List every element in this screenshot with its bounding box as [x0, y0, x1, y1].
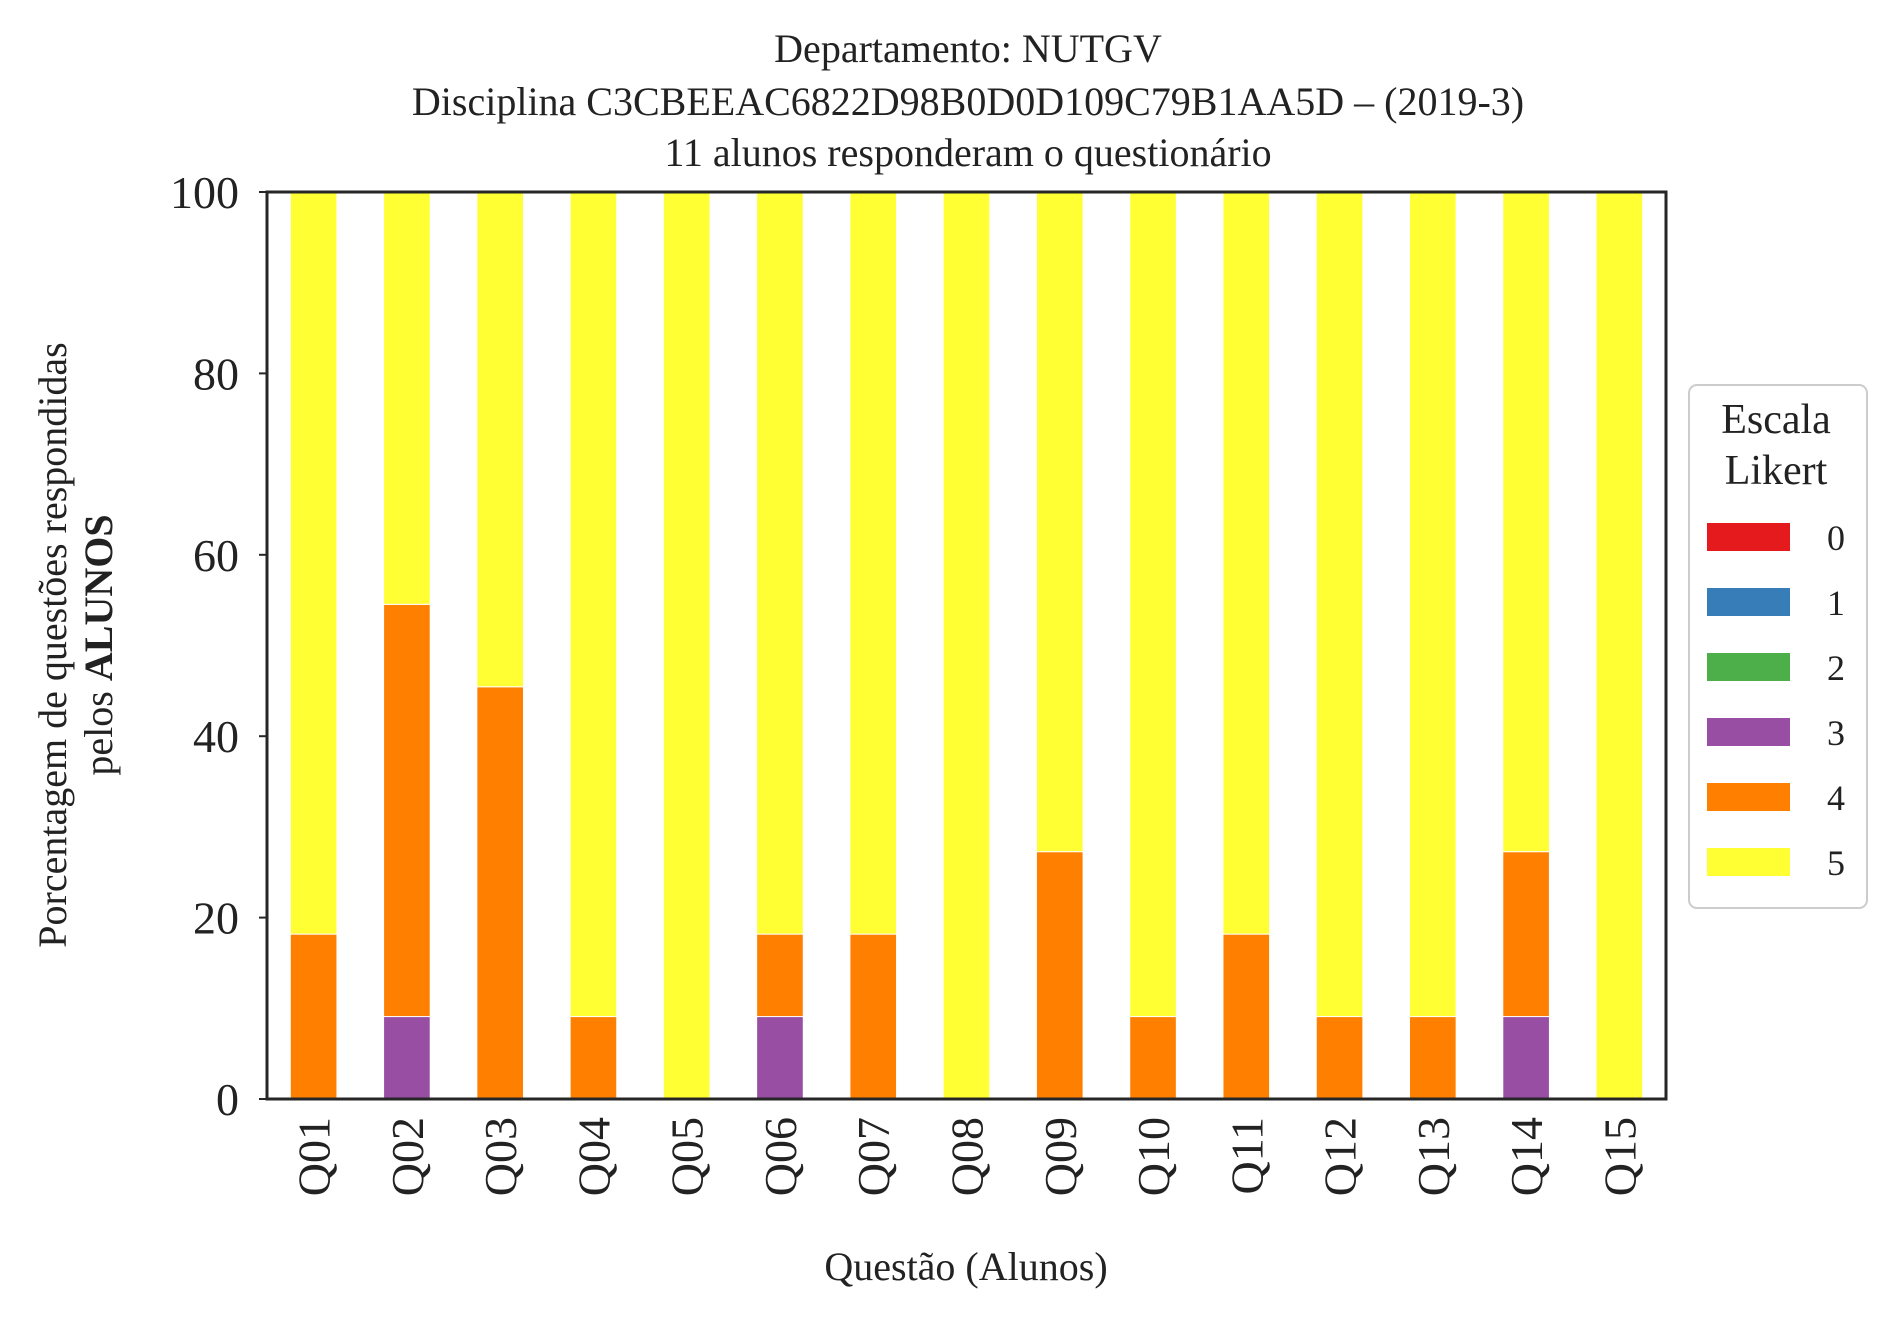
bar-segment-q15-likert-5 — [1595, 191, 1644, 1100]
legend-label-1: 1 — [1827, 583, 1845, 623]
x-tick-label: Q12 — [1315, 1117, 1366, 1196]
bar-segment-q13-likert-5 — [1409, 191, 1457, 1018]
x-tick-label: Q09 — [1035, 1117, 1086, 1196]
legend-label-5: 5 — [1827, 843, 1845, 883]
bars-group — [289, 191, 1644, 1100]
y-axis-label: Porcentagem de questões respondidas pelo… — [30, 342, 121, 947]
title-line-1: Departamento: NUTGV — [774, 26, 1162, 71]
y-tick-label: 100 — [170, 167, 239, 218]
bar-segment-q03-likert-5 — [476, 191, 524, 688]
x-tick-label: Q04 — [568, 1117, 619, 1196]
bar-segment-q05-likert-5 — [662, 191, 711, 1100]
legend-swatch-1 — [1707, 588, 1790, 616]
x-tick-label: Q05 — [662, 1117, 713, 1196]
x-tick-label: Q06 — [755, 1117, 806, 1196]
x-tick-label: Q01 — [289, 1117, 340, 1196]
x-tick-label: Q10 — [1128, 1117, 1179, 1196]
x-tick-label: Q03 — [475, 1117, 526, 1196]
legend: Escala Likert 0 1 2 3 4 5 — [1688, 384, 1868, 909]
legend-title-line-1: Escala — [1721, 397, 1831, 443]
legend-swatch-3 — [1707, 718, 1790, 746]
x-tick-label: Q11 — [1221, 1117, 1272, 1195]
bar-segment-q07-likert-5 — [849, 191, 898, 935]
bar-segment-q14-likert-5 — [1502, 191, 1550, 853]
legend-label-0: 0 — [1827, 518, 1845, 558]
bar-segment-q11-likert-4 — [1222, 933, 1271, 1100]
x-axis-ticks: Q01 Q02 Q03 Q04 Q05 Q06 Q07 Q08 Q09 Q10 Q11 Q12 Q13 Q… — [289, 1117, 1646, 1196]
bar-segment-q04-likert-4 — [569, 1016, 618, 1100]
title-line-3: 11 alunos responderam o questionário — [664, 130, 1271, 175]
legend-label-3: 3 — [1827, 713, 1845, 753]
title-line-2: Disciplina C3CBEEAC6822D98B0D0D109C79B1A… — [412, 79, 1524, 124]
bar-segment-q14-likert-3 — [1502, 1016, 1550, 1100]
y-axis-label-line-1: Porcentagem de questões respondidas — [30, 342, 75, 947]
bar-segment-q06-likert-3 — [756, 1016, 804, 1100]
y-tick-label: 80 — [193, 348, 239, 399]
bar-segment-q02-likert-4 — [383, 603, 431, 1018]
bar-segment-q01-likert-4 — [289, 933, 338, 1100]
y-tick-label: 20 — [193, 893, 239, 944]
bar-segment-q08-likert-5 — [942, 191, 991, 1100]
bar-segment-q11-likert-5 — [1222, 191, 1271, 935]
legend-label-2: 2 — [1827, 648, 1845, 688]
y-tick-label: 60 — [193, 530, 239, 581]
bar-segment-q06-likert-5 — [756, 191, 804, 935]
x-tick-label: Q07 — [848, 1117, 899, 1196]
x-tick-label: Q14 — [1501, 1117, 1552, 1196]
legend-label-4: 4 — [1827, 778, 1845, 818]
bar-segment-q09-likert-5 — [1035, 191, 1084, 853]
x-axis-label: Questão (Alunos) — [824, 1244, 1107, 1289]
y-tick-label: 0 — [216, 1074, 239, 1125]
y-axis-ticks: 0 20 40 60 80 100 — [170, 167, 267, 1125]
bar-segment-q10-likert-5 — [1129, 191, 1177, 1018]
bar-segment-q06-likert-4 — [756, 933, 804, 1018]
legend-frame — [1688, 384, 1868, 909]
x-tick-label: Q15 — [1594, 1117, 1645, 1196]
bar-segment-q12-likert-5 — [1315, 191, 1364, 1018]
bar-segment-q02-likert-3 — [383, 1016, 431, 1100]
x-tick-label: Q02 — [382, 1117, 433, 1196]
plot-frame — [265, 190, 1668, 1101]
y-axis-label-prefix: pelos — [76, 681, 121, 775]
legend-title-line-2: Likert — [1725, 448, 1828, 494]
x-tick-label: Q08 — [942, 1117, 993, 1196]
legend-swatch-2 — [1707, 653, 1790, 681]
legend-swatch-0 — [1707, 523, 1790, 551]
bar-segment-q02-likert-5 — [383, 191, 431, 605]
bar-segment-q04-likert-5 — [569, 191, 618, 1018]
x-tick-label: Q13 — [1408, 1117, 1459, 1196]
y-axis-label-line-2: pelos ALUNOS — [76, 514, 121, 775]
bar-segment-q09-likert-4 — [1035, 851, 1084, 1100]
legend-swatch-4 — [1707, 783, 1790, 811]
bar-segment-q07-likert-4 — [849, 933, 898, 1100]
bar-segment-q01-likert-5 — [289, 191, 338, 935]
bar-segment-q03-likert-4 — [476, 686, 524, 1100]
bar-segment-q12-likert-4 — [1315, 1016, 1364, 1100]
legend-swatch-5 — [1707, 848, 1790, 876]
y-tick-label: 40 — [193, 711, 239, 762]
bar-segment-q14-likert-4 — [1502, 851, 1550, 1018]
chart-title: Departamento: NUTGV Disciplina C3CBEEAC6… — [412, 26, 1524, 175]
legend-items: 0 1 2 3 4 5 — [1707, 518, 1845, 883]
bar-segment-q10-likert-4 — [1129, 1016, 1177, 1100]
bar-segment-q13-likert-4 — [1409, 1016, 1457, 1100]
y-axis-label-bold: ALUNOS — [76, 514, 121, 681]
